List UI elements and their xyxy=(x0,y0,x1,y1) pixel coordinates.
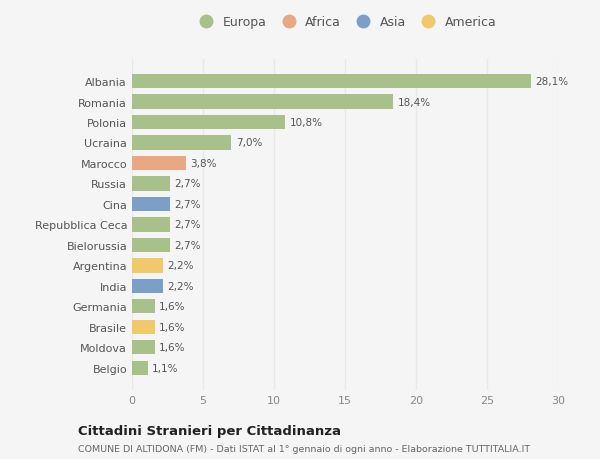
Bar xyxy=(132,218,170,232)
Bar xyxy=(132,136,232,150)
Bar xyxy=(132,177,170,191)
Text: 2,7%: 2,7% xyxy=(175,200,201,209)
Text: 1,6%: 1,6% xyxy=(159,322,185,332)
Bar xyxy=(132,157,186,171)
Bar xyxy=(132,238,170,252)
Text: COMUNE DI ALTIDONA (FM) - Dati ISTAT al 1° gennaio di ogni anno - Elaborazione T: COMUNE DI ALTIDONA (FM) - Dati ISTAT al … xyxy=(78,444,530,453)
Text: 2,2%: 2,2% xyxy=(167,281,194,291)
Bar xyxy=(132,116,286,130)
Bar xyxy=(132,75,531,89)
Bar xyxy=(132,279,163,293)
Bar xyxy=(132,320,155,334)
Bar xyxy=(132,197,170,212)
Text: 1,1%: 1,1% xyxy=(152,363,178,373)
Text: 1,6%: 1,6% xyxy=(159,342,185,353)
Legend: Europa, Africa, Asia, America: Europa, Africa, Asia, America xyxy=(194,17,496,29)
Bar xyxy=(132,300,155,314)
Text: 28,1%: 28,1% xyxy=(535,77,568,87)
Text: Cittadini Stranieri per Cittadinanza: Cittadini Stranieri per Cittadinanza xyxy=(78,424,341,437)
Text: 10,8%: 10,8% xyxy=(290,118,323,128)
Text: 1,6%: 1,6% xyxy=(159,302,185,312)
Text: 2,7%: 2,7% xyxy=(175,179,201,189)
Bar xyxy=(132,95,393,109)
Text: 2,7%: 2,7% xyxy=(175,220,201,230)
Bar xyxy=(132,361,148,375)
Bar xyxy=(132,258,163,273)
Text: 7,0%: 7,0% xyxy=(236,138,262,148)
Bar xyxy=(132,341,155,355)
Text: 18,4%: 18,4% xyxy=(398,97,431,107)
Text: 3,8%: 3,8% xyxy=(190,159,217,168)
Text: 2,2%: 2,2% xyxy=(167,261,194,271)
Text: 2,7%: 2,7% xyxy=(175,241,201,250)
